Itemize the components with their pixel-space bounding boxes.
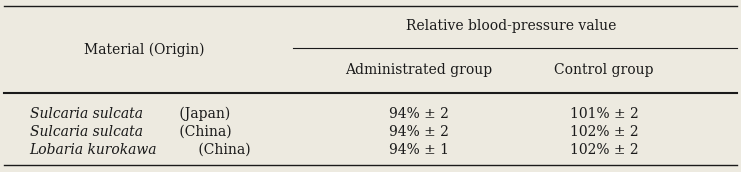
Text: Control group: Control group bbox=[554, 63, 654, 77]
Text: Sulcaria sulcata: Sulcaria sulcata bbox=[30, 107, 142, 121]
Text: (China): (China) bbox=[176, 125, 232, 139]
Text: (China): (China) bbox=[194, 143, 250, 157]
Text: 102% ± 2: 102% ± 2 bbox=[570, 143, 638, 157]
Text: Relative blood-pressure value: Relative blood-pressure value bbox=[406, 19, 617, 33]
Text: 101% ± 2: 101% ± 2 bbox=[570, 107, 638, 121]
Text: Sulcaria sulcata: Sulcaria sulcata bbox=[30, 125, 142, 139]
Text: 102% ± 2: 102% ± 2 bbox=[570, 125, 638, 139]
Text: 94% ± 2: 94% ± 2 bbox=[389, 107, 448, 121]
Text: Lobaria kurokawa: Lobaria kurokawa bbox=[30, 143, 157, 157]
Text: (Japan): (Japan) bbox=[176, 106, 230, 121]
Text: Administrated group: Administrated group bbox=[345, 63, 492, 77]
Text: 94% ± 1: 94% ± 1 bbox=[389, 143, 448, 157]
Text: Material (Origin): Material (Origin) bbox=[84, 42, 205, 57]
Text: 94% ± 2: 94% ± 2 bbox=[389, 125, 448, 139]
